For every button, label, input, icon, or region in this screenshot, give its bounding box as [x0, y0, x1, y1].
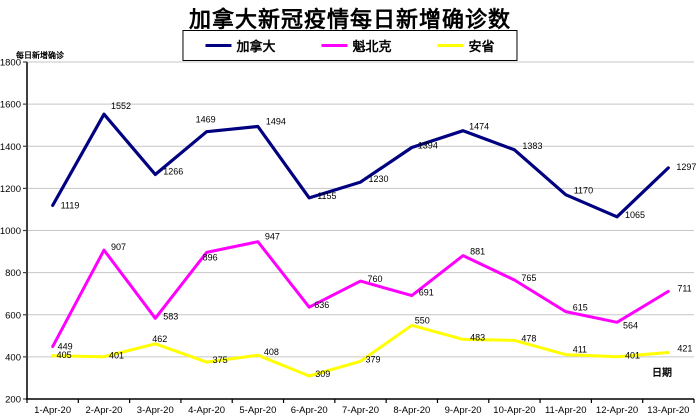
series-line-quebec — [51, 240, 670, 349]
x-axis-title: 日期 — [652, 368, 672, 379]
x-tick-label: 5-Apr-20 — [239, 405, 276, 416]
ontario-data-label: 309 — [315, 369, 330, 379]
quebec-data-label: 691 — [419, 288, 434, 298]
legend-swatch-quebec — [321, 43, 348, 48]
ontario-data-label: 478 — [521, 333, 536, 343]
x-tick-label: 8-Apr-20 — [393, 405, 430, 416]
legend-item-quebec: 魁北克 — [321, 36, 392, 55]
ontario-data-label: 411 — [573, 345, 587, 355]
y-tick-label: 1600 — [0, 100, 21, 111]
y-tick-label: 1000 — [0, 226, 21, 237]
x-tick-label: 6-Apr-20 — [291, 405, 328, 416]
y-tick-label: 800 — [5, 268, 21, 279]
y-axis-title: 每日新增确诊 — [16, 51, 64, 60]
quebec-data-label: 615 — [573, 303, 588, 313]
quebec-data-label: 881 — [470, 247, 485, 257]
x-tick-label: 4-Apr-20 — [188, 405, 225, 416]
quebec-data-label: 711 — [677, 283, 691, 293]
canada-data-label: 1474 — [469, 122, 489, 132]
y-tick-label: 400 — [5, 352, 21, 363]
legend-item-canada: 加拿大 — [205, 36, 275, 55]
legend-swatch-canada — [205, 43, 232, 48]
y-tick-label: 600 — [5, 310, 21, 321]
legend-label-canada: 加拿大 — [236, 39, 276, 54]
canada-data-label: 1394 — [418, 141, 438, 151]
canada-data-label: 1494 — [266, 116, 286, 126]
canada-data-label: 1552 — [111, 101, 131, 111]
canada-data-label: 1266 — [163, 166, 183, 176]
x-tick-label: 3-Apr-20 — [137, 405, 174, 416]
x-tick-label: 9-Apr-20 — [445, 405, 482, 416]
series-line-canada — [51, 112, 670, 219]
quebec-data-label: 449 — [58, 342, 73, 352]
y-tick-label: 1200 — [0, 184, 21, 195]
legend-item-ontario: 安省 — [437, 36, 495, 55]
legend: 加拿大 魁北克 安省 — [182, 30, 518, 61]
series-line-ontario — [51, 323, 670, 378]
ontario-data-label: 375 — [213, 355, 228, 365]
quebec-data-label: 760 — [368, 274, 383, 284]
quebec-data-label: 947 — [265, 232, 280, 242]
legend-label-ontario: 安省 — [468, 39, 495, 54]
chart-title: 加拿大新冠疫情每日新增确诊数 — [188, 7, 511, 32]
x-tick-label: 13-Apr-20 — [647, 405, 689, 416]
x-tick-label: 2-Apr-20 — [85, 405, 122, 416]
quebec-data-label: 564 — [623, 320, 638, 330]
quebec-data-label: 896 — [203, 252, 218, 262]
ontario-data-label: 379 — [366, 354, 381, 364]
legend-swatch-ontario — [437, 43, 464, 48]
canada-data-label: 1155 — [317, 191, 336, 201]
canada-data-label: 1297 — [676, 162, 696, 172]
canada-data-label: 1383 — [522, 141, 542, 151]
x-tick-label: 10-Apr-20 — [493, 405, 535, 416]
canada-data-label: 1065 — [625, 210, 645, 220]
canada-data-label: 1230 — [369, 174, 389, 184]
ontario-data-label: 401 — [109, 351, 124, 361]
x-tick-label: 7-Apr-20 — [342, 405, 379, 416]
quebec-data-label: 907 — [111, 242, 126, 252]
ontario-data-label: 408 — [264, 347, 279, 357]
quebec-data-label: 765 — [521, 273, 536, 283]
x-tick-label: 12-Apr-20 — [596, 405, 638, 416]
y-tick-label: 1800 — [0, 58, 21, 69]
canada-data-label: 1119 — [61, 200, 80, 210]
ontario-data-label: 421 — [677, 343, 692, 353]
ontario-data-label: 483 — [470, 332, 485, 342]
ontario-data-label: 405 — [57, 350, 72, 360]
quebec-data-label: 583 — [163, 311, 178, 321]
x-tick-label: 1-Apr-20 — [34, 405, 71, 416]
y-tick-label: 1400 — [0, 142, 21, 153]
legend-label-quebec: 魁北克 — [352, 39, 392, 54]
x-tick-label: 11-Apr-20 — [545, 405, 587, 416]
canada-data-label: 1170 — [574, 186, 593, 196]
ontario-data-label: 401 — [625, 351, 640, 361]
ontario-data-label: 550 — [415, 315, 430, 325]
y-tick-label: 200 — [5, 395, 21, 406]
quebec-data-label: 636 — [314, 300, 329, 310]
canada-data-label: 1469 — [196, 115, 216, 125]
ontario-data-label: 462 — [152, 334, 167, 344]
